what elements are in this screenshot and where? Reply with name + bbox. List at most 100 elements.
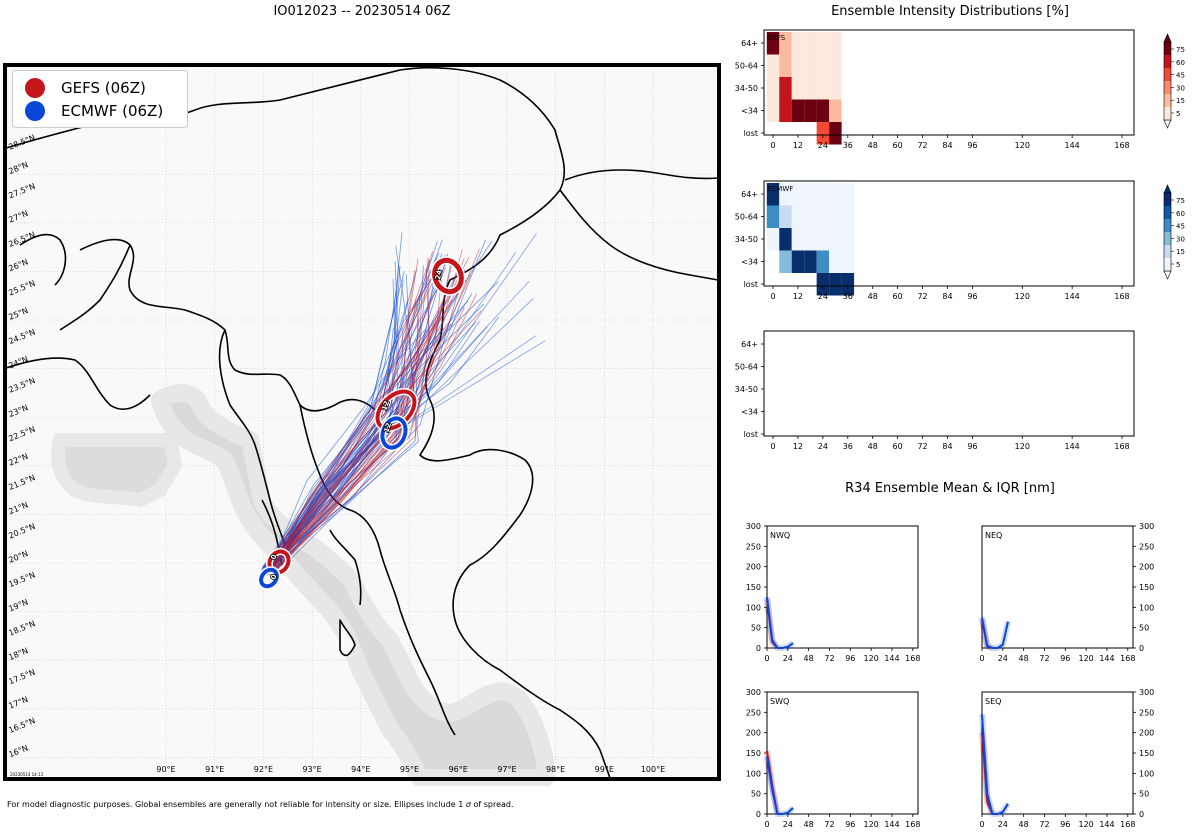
x-tick-label: 120: [1015, 442, 1030, 451]
x-tick-label: 36: [843, 141, 853, 150]
y-tick-label: 250: [1139, 542, 1154, 551]
heatmap-cell: [779, 32, 792, 55]
x-tick-label: 72: [917, 141, 927, 150]
r34-title: R34 Ensemble Mean & IQR [nm]: [845, 481, 1055, 496]
legend-marker-gefs: [25, 78, 45, 98]
y-tick-label: 64+: [741, 39, 758, 48]
lon-label: 100°E: [641, 765, 665, 774]
ensemble-track: [268, 259, 430, 576]
y-tick-label: <34: [741, 408, 758, 417]
x-tick-label: 168: [905, 820, 920, 829]
heatmap-cell: [779, 183, 792, 206]
y-tick-label: 0: [1139, 810, 1144, 819]
heatmap-cell: [816, 32, 830, 55]
quadrant-label: NEQ: [985, 531, 1002, 540]
colorbar-step: [1164, 107, 1171, 120]
heatmap-cell: [841, 250, 855, 273]
x-tick-label: 144: [1099, 820, 1114, 829]
x-tick-label: 96: [845, 654, 855, 663]
x-tick-label: 120: [1078, 820, 1093, 829]
x-tick-label: 120: [1015, 292, 1030, 301]
y-tick-label: 200: [1139, 563, 1154, 572]
heatmap-cell: [766, 99, 780, 122]
heatmap-cell: [791, 228, 805, 251]
heatmap-cell: [791, 250, 805, 273]
colorbar-extend-min: [1163, 119, 1172, 129]
colorbar-step: [1164, 55, 1171, 68]
heatmap-cell: [829, 99, 842, 122]
r34-frame: [981, 691, 1134, 815]
y-tick-label: 250: [1139, 708, 1154, 717]
x-tick-label: 120: [863, 654, 878, 663]
lon-label: 95°E: [400, 765, 419, 774]
y-tick-label: 0: [1139, 644, 1144, 653]
x-tick-label: 168: [1120, 654, 1135, 663]
x-tick-label: 24: [783, 654, 793, 663]
colorbar-tick-label: 75: [1176, 46, 1185, 54]
x-tick-label: 48: [804, 654, 814, 663]
x-tick-label: 24: [783, 820, 793, 829]
heatmap-cell: [791, 183, 805, 206]
heatmap-cell: [841, 183, 855, 206]
colorbar-tick-label: 30: [1176, 235, 1185, 243]
colorbar-step: [1164, 232, 1171, 245]
heatmap-cell: [804, 77, 817, 100]
x-tick-label: 72: [824, 820, 834, 829]
colorbar-tick-label: 5: [1176, 110, 1180, 118]
x-tick-label: 168: [1114, 442, 1129, 451]
x-tick-label: 48: [868, 442, 878, 451]
legend-label: GEFS (06Z): [61, 79, 146, 97]
r34-panel: 0 50 100 150 200 250 300 0 24 48 72 96 120 144 168 SEQ: [979, 688, 1154, 829]
x-tick-label: 60: [893, 442, 903, 451]
colorbar-tick-label: 45: [1176, 223, 1185, 231]
y-tick-label: 300: [1139, 688, 1154, 697]
panel-label: ECMWF: [767, 185, 793, 193]
heatmap-cell: [779, 77, 792, 100]
x-tick-label: 24: [818, 141, 828, 150]
ensemble-track: [265, 258, 419, 569]
ensemble-track: [273, 249, 463, 571]
x-tick-label: 96: [967, 442, 977, 451]
x-tick-label: 120: [863, 820, 878, 829]
intensity-heatmap: 64+ 50-64 34-50 <34 lost 0 12 24 36 48 60 72 84 96 120…: [735, 180, 1135, 301]
heatmap-cell: [816, 54, 830, 77]
legend-item-gefs: GEFS (06Z): [25, 77, 146, 99]
ensemble-track: [270, 270, 416, 577]
map-frame: [3, 63, 721, 781]
r34-frame: [766, 691, 919, 815]
heatmap-cell: [804, 228, 817, 251]
r34-panel: 0 50 100 150 200 250 300 0 24 48 72 96 120 144 168 NEQ: [979, 522, 1154, 663]
y-tick-label: 100: [1139, 769, 1154, 778]
x-tick-label: 24: [818, 292, 828, 301]
colorbar-step: [1164, 219, 1171, 232]
x-tick-label: 36: [843, 292, 853, 301]
ensemble-track: [264, 265, 442, 569]
x-tick-label: 12: [793, 292, 803, 301]
heatmap-cell: [791, 99, 805, 122]
y-tick-label: 300: [1139, 522, 1154, 531]
heatmap-cell: [779, 250, 792, 273]
heatmap-cell: [829, 54, 842, 77]
colorbar-tick-label: 15: [1176, 97, 1185, 105]
x-tick-label: 72: [1039, 820, 1049, 829]
colorbar-step: [1164, 206, 1171, 219]
quadrant-label: NWQ: [770, 531, 790, 540]
y-tick-label: <34: [741, 107, 758, 116]
ensemble-track: [393, 340, 546, 433]
x-tick-label: 144: [1099, 654, 1114, 663]
ecmwf-ellipses: [257, 414, 410, 590]
colorbar-tick-label: 75: [1176, 197, 1185, 205]
colorbar-extend-max: [1163, 184, 1172, 194]
y-tick-label: 50-64: [735, 363, 758, 372]
x-tick-label: 0: [764, 654, 769, 663]
y-tick-label: 50-64: [735, 62, 758, 71]
heatmap-cell: [779, 54, 792, 77]
colorbar-tick-label: 5: [1176, 261, 1180, 269]
y-tick-label: 250: [746, 708, 761, 717]
y-tick-label: 150: [746, 749, 761, 758]
y-tick-label: 34-50: [735, 84, 758, 93]
y-tick-label: 50: [1139, 624, 1149, 633]
x-tick-label: 0: [770, 442, 775, 451]
gefs-ellipse-label: 24: [434, 269, 444, 280]
y-tick-label: 200: [1139, 729, 1154, 738]
